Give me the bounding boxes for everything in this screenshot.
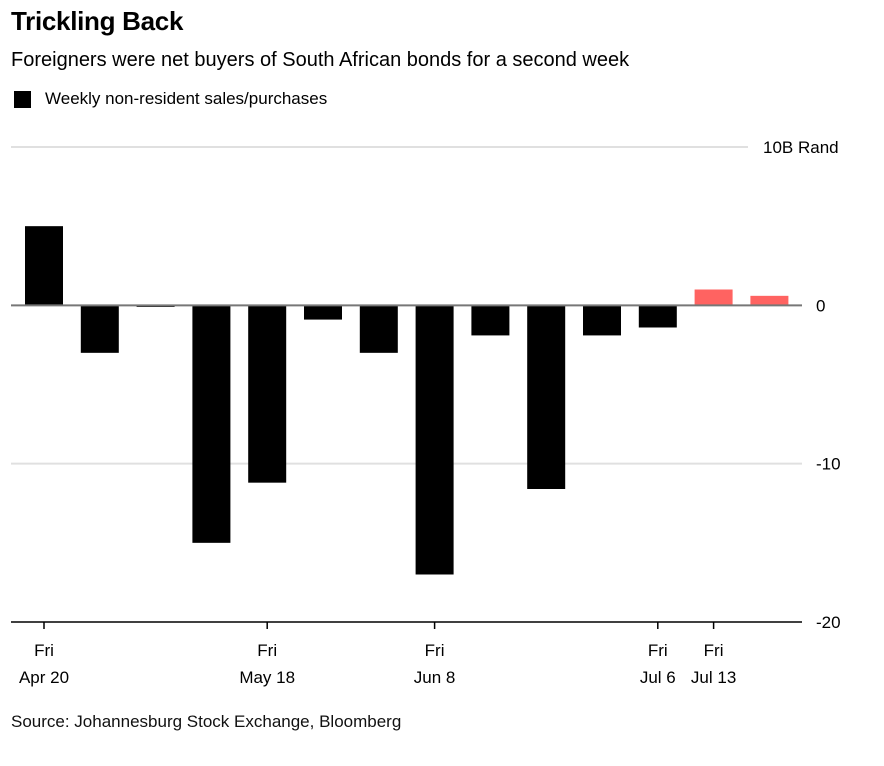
y-tick-label: 10B Rand — [763, 138, 839, 157]
x-tick-label-date: Jul 6 — [640, 668, 676, 687]
bars — [25, 226, 789, 575]
bar — [638, 305, 677, 328]
x-tick-label-date: May 18 — [239, 668, 295, 687]
bar — [192, 305, 231, 543]
gridlines — [11, 146, 802, 465]
bar — [471, 305, 510, 336]
source-note: Source: Johannesburg Stock Exchange, Blo… — [11, 712, 402, 731]
legend-swatch — [14, 90, 31, 108]
x-tick-label-date: Jul 13 — [691, 668, 736, 687]
bar — [80, 305, 119, 353]
bar — [583, 305, 621, 336]
bar — [304, 305, 342, 320]
x-tick-label-date: Jun 8 — [414, 668, 456, 687]
x-tick-label-day: Fri — [425, 641, 445, 660]
bar — [359, 305, 398, 353]
x-tick-label-day: Fri — [648, 641, 668, 660]
bar — [25, 226, 63, 306]
y-tick-label: -10 — [816, 455, 841, 474]
legend: Weekly non-resident sales/purchases — [14, 89, 327, 109]
axis-labels: 10B Rand 0 -10 -20 Fri Apr 20 Fri May 18 Fri Jun … — [19, 138, 841, 687]
bar — [750, 295, 789, 306]
bar — [415, 305, 454, 575]
axes — [11, 304, 802, 629]
x-tick-label-day: Fri — [257, 641, 277, 660]
x-tick-label-day: Fri — [34, 641, 54, 660]
chart-subtitle: Foreigners were net buyers of South Afri… — [11, 49, 630, 71]
bar — [527, 305, 566, 489]
bar — [694, 289, 733, 306]
chart-title: Trickling Back — [11, 6, 184, 36]
y-tick-label: 0 — [816, 296, 825, 315]
bar — [248, 305, 287, 483]
legend-label: Weekly non-resident sales/purchases — [45, 89, 328, 108]
y-tick-label: -20 — [816, 613, 841, 632]
x-tick-label-date: Apr 20 — [19, 668, 69, 687]
x-tick-label-day: Fri — [704, 641, 724, 660]
